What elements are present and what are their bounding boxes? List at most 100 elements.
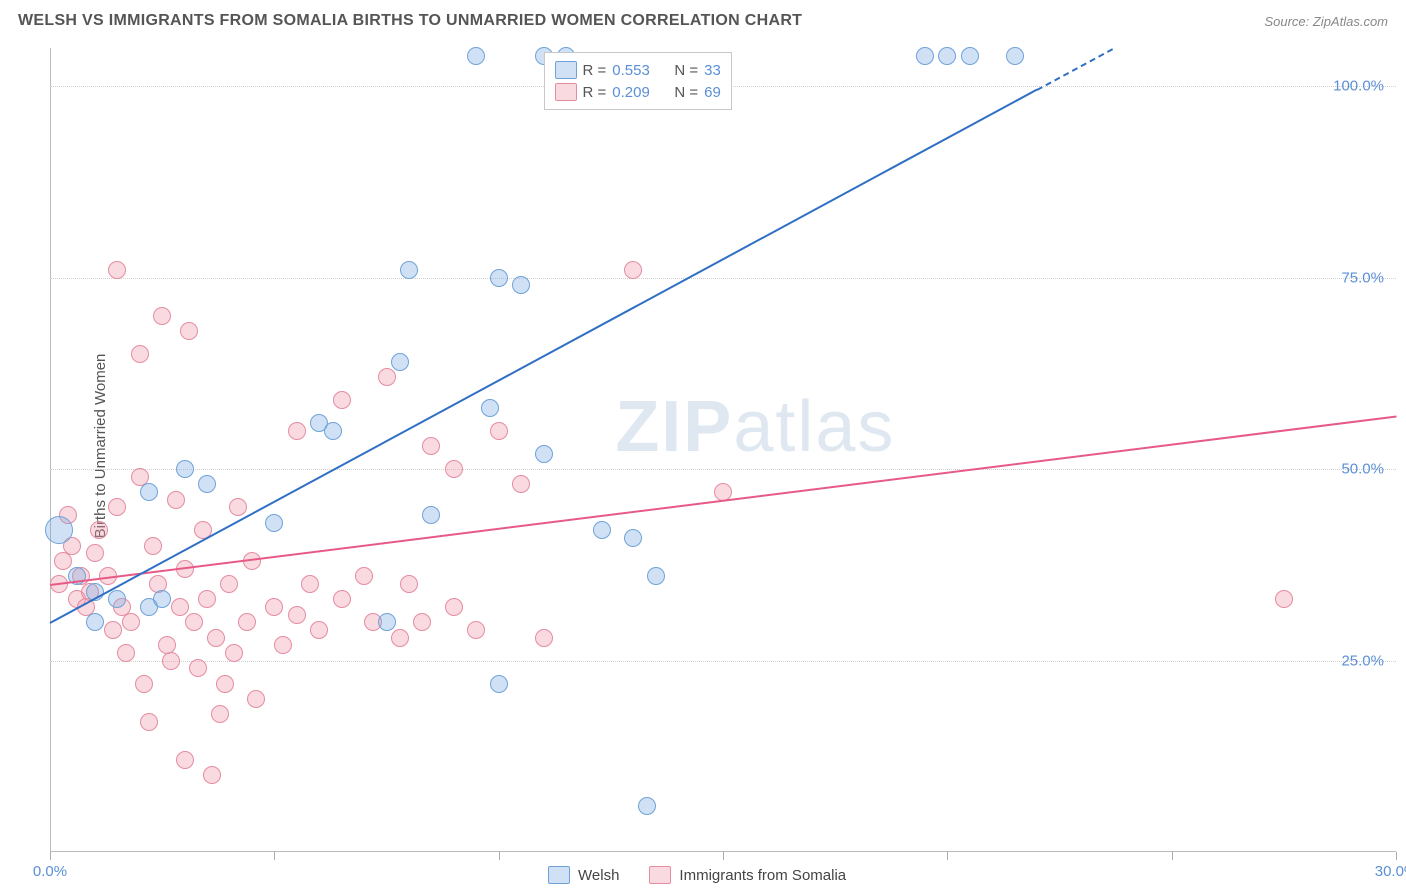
data-point xyxy=(467,621,485,639)
data-point xyxy=(490,422,508,440)
data-point xyxy=(86,613,104,631)
r-value: 0.209 xyxy=(612,84,650,101)
source-label: Source: ZipAtlas.com xyxy=(1264,14,1388,29)
trend-line xyxy=(50,416,1396,586)
data-point xyxy=(238,613,256,631)
data-point xyxy=(189,659,207,677)
data-point xyxy=(207,629,225,647)
data-point xyxy=(144,537,162,555)
xtick-mark xyxy=(50,852,51,860)
n-value: 69 xyxy=(704,84,721,101)
data-point xyxy=(512,475,530,493)
xtick-label: 30.0% xyxy=(1375,863,1406,880)
scatter-chart: ZIPatlas 25.0%50.0%75.0%100.0%0.0%30.0%R… xyxy=(50,48,1396,852)
data-point xyxy=(535,445,553,463)
data-point xyxy=(400,575,418,593)
data-point xyxy=(176,751,194,769)
data-point xyxy=(512,276,530,294)
trend-line xyxy=(1037,48,1114,91)
data-point xyxy=(117,644,135,662)
data-point xyxy=(108,498,126,516)
data-point xyxy=(535,629,553,647)
data-point xyxy=(481,399,499,417)
data-point xyxy=(391,629,409,647)
r-value: 0.553 xyxy=(612,62,650,79)
ytick-label: 25.0% xyxy=(1341,652,1384,669)
ytick-label: 100.0% xyxy=(1333,78,1384,95)
stats-legend-row: R = 0.553 N = 33 xyxy=(555,59,721,81)
data-point xyxy=(310,621,328,639)
data-point xyxy=(225,644,243,662)
data-point xyxy=(211,705,229,723)
data-point xyxy=(624,261,642,279)
xtick-mark xyxy=(499,852,500,860)
data-point xyxy=(413,613,431,631)
data-point xyxy=(216,675,234,693)
data-point xyxy=(167,491,185,509)
gridline-h xyxy=(50,278,1396,279)
data-point xyxy=(171,598,189,616)
legend-label: Welsh xyxy=(578,867,619,884)
data-point xyxy=(333,391,351,409)
data-point xyxy=(467,47,485,65)
legend-item: Immigrants from Somalia xyxy=(649,866,846,884)
data-point xyxy=(140,713,158,731)
series-legend: Welsh Immigrants from Somalia xyxy=(548,866,846,884)
data-point xyxy=(265,598,283,616)
data-point xyxy=(916,47,934,65)
data-point xyxy=(324,422,342,440)
xtick-mark xyxy=(723,852,724,860)
data-point xyxy=(301,575,319,593)
data-point xyxy=(135,675,153,693)
data-point xyxy=(131,345,149,363)
n-value: 33 xyxy=(704,62,721,79)
data-point xyxy=(180,322,198,340)
data-point xyxy=(391,353,409,371)
data-point xyxy=(203,766,221,784)
data-point xyxy=(1006,47,1024,65)
xtick-label: 0.0% xyxy=(33,863,67,880)
xtick-mark xyxy=(274,852,275,860)
legend-swatch xyxy=(548,866,570,884)
data-point xyxy=(938,47,956,65)
data-point xyxy=(288,422,306,440)
data-point xyxy=(400,261,418,279)
data-point xyxy=(378,368,396,386)
watermark: ZIPatlas xyxy=(615,386,895,468)
xtick-mark xyxy=(947,852,948,860)
legend-label: Immigrants from Somalia xyxy=(679,867,846,884)
data-point xyxy=(378,613,396,631)
stats-legend: R = 0.553 N = 33R = 0.209 N = 69 xyxy=(544,52,732,110)
data-point xyxy=(624,529,642,547)
data-point xyxy=(288,606,306,624)
data-point xyxy=(1275,590,1293,608)
data-point xyxy=(445,460,463,478)
data-point xyxy=(422,437,440,455)
data-point xyxy=(490,269,508,287)
data-point xyxy=(198,475,216,493)
data-point xyxy=(176,460,194,478)
n-label: N = xyxy=(674,62,698,79)
data-point xyxy=(108,261,126,279)
data-point xyxy=(961,47,979,65)
gridline-h xyxy=(50,469,1396,470)
data-point xyxy=(355,567,373,585)
data-point xyxy=(86,544,104,562)
r-label: R = xyxy=(583,84,607,101)
data-point xyxy=(45,516,73,544)
stats-legend-row: R = 0.209 N = 69 xyxy=(555,81,721,103)
data-point xyxy=(229,498,247,516)
data-point xyxy=(490,675,508,693)
xtick-mark xyxy=(1172,852,1173,860)
xtick-mark xyxy=(1396,852,1397,860)
data-point xyxy=(638,797,656,815)
data-point xyxy=(265,514,283,532)
page-title: WELSH VS IMMIGRANTS FROM SOMALIA BIRTHS … xyxy=(18,12,802,30)
y-axis xyxy=(50,48,51,852)
data-point xyxy=(108,590,126,608)
data-point xyxy=(445,598,463,616)
data-point xyxy=(162,652,180,670)
legend-item: Welsh xyxy=(548,866,619,884)
data-point xyxy=(153,307,171,325)
data-point xyxy=(274,636,292,654)
